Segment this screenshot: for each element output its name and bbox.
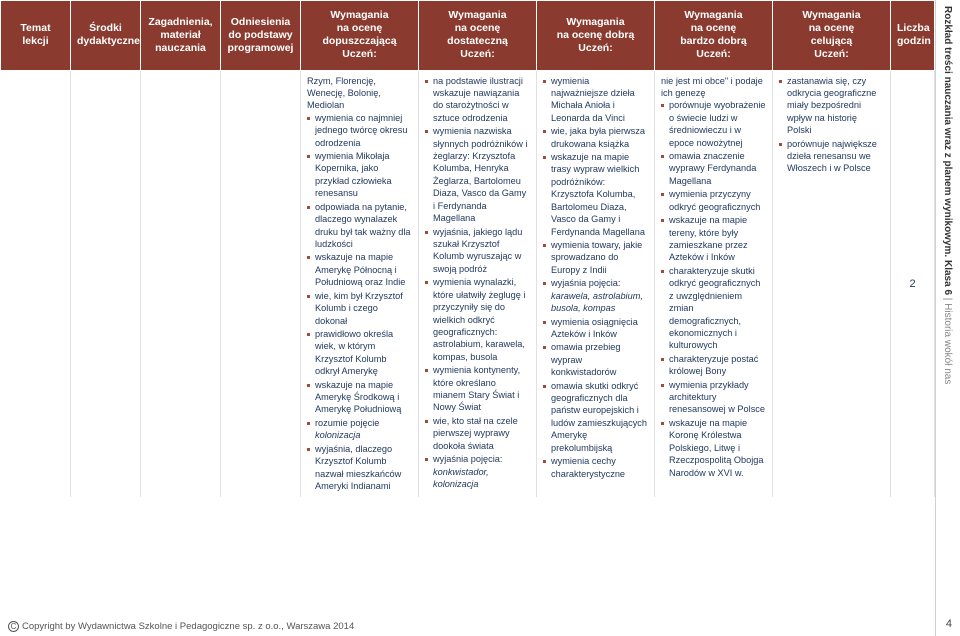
cell-hours: 2 — [891, 70, 935, 497]
cell-grade-2: Rzym, Florencję, Wenecję, Bolonię, Medio… — [301, 70, 419, 497]
list-item: wyjaśnia pojęcia: karawela, astrolabium,… — [543, 277, 648, 314]
list-item: wymienia przykłady architektury renesans… — [661, 379, 766, 416]
header-grade-5: Wymaganiana ocenębardzo dobrąUczeń: — [655, 1, 773, 71]
cell-grade-4: wymienia najważniejsze dzieła Michała An… — [537, 70, 655, 497]
requirements-list: zastanawia się, czy odkrycia geograficzn… — [779, 75, 884, 175]
list-item: odpowiada na pytanie, dlaczego wynalazek… — [307, 201, 412, 251]
cell-topic — [1, 70, 71, 497]
footer-text: Copyright by Wydawnictwa Szkolne i Pedag… — [22, 621, 354, 632]
list-item: rozumie pojęcie kolonizacja — [307, 417, 412, 442]
list-item: wymienia najważniejsze dzieła Michała An… — [543, 75, 648, 125]
list-item: wymienia kontynenty, które określano mia… — [425, 364, 530, 414]
list-item: charakteryzuje skutki odkryć geograficzn… — [661, 265, 766, 352]
list-item: wie, kim był Krzysztof Kolumb i czego do… — [307, 290, 412, 327]
list-item: prawidłowo określa wiek, w którym Krzysz… — [307, 328, 412, 378]
header-grade-6: Wymaganiana ocenęcelującąUczeń: — [773, 1, 891, 71]
list-item: wskazuje na mapie trasy wypraw wielkich … — [543, 151, 648, 238]
list-item: wie, jaka była pierwsza drukowana książk… — [543, 125, 648, 150]
header-grade-3: Wymaganiana ocenędostatecznąUczeń: — [419, 1, 537, 71]
side-subtitle: Historia wokół nas — [942, 303, 953, 384]
side-class: Klasa 6 — [942, 257, 953, 295]
cell-grade-5: nie jest mi obce" i podaje ich genezę po… — [655, 70, 773, 497]
list-item: wymienia co najmniej jednego twórcę okre… — [307, 112, 412, 149]
list-item: zastanawia się, czy odkrycia geograficzn… — [779, 75, 884, 137]
list-item: wymienia przyczyny odkryć geograficznych — [661, 188, 766, 213]
list-item: porównuje wyobrażenie o świecie ludzi w … — [661, 99, 766, 149]
list-item: omawia skutki odkryć geograficznych dla … — [543, 380, 648, 455]
list-item: wyjaśnia pojęcia: konkwistador, koloniza… — [425, 453, 530, 490]
list-item: wyjaśnia, jakiego lądu szukał Krzysztof … — [425, 226, 530, 276]
curriculum-table: Temat lekcji Środkidydaktyczne Zagadnien… — [0, 0, 935, 497]
table-header: Temat lekcji Środkidydaktyczne Zagadnien… — [1, 1, 935, 71]
header-topic: Temat lekcji — [1, 1, 71, 71]
side-separator: | — [942, 295, 953, 303]
list-item: wskazuje na mapie tereny, które były zam… — [661, 214, 766, 264]
cell-lead-text: Rzym, Florencję, Wenecję, Bolonię, Medio… — [307, 75, 412, 112]
header-issues: Zagadnienia,materiałnauczania — [141, 1, 221, 71]
list-item: wie, kto stał na czele pierwszej wyprawy… — [425, 415, 530, 452]
page-number: 4 — [946, 618, 952, 630]
list-item: wymienia towary, jakie sprowadzano do Eu… — [543, 239, 648, 276]
header-hours: Liczbagodzin — [891, 1, 935, 71]
requirements-list: porównuje wyobrażenie o świecie ludzi w … — [661, 99, 766, 479]
list-item: wskazuje na mapie Amerykę Północną i Poł… — [307, 251, 412, 288]
header-resources: Środkidydaktyczne — [71, 1, 141, 71]
list-item: wymienia wynalazki, które ułatwiły żeglu… — [425, 276, 530, 363]
list-item: na podstawie ilustracji wskazuje nawiąza… — [425, 75, 530, 125]
side-title-bold: Rozkład treści nauczania wraz z planem w… — [942, 6, 953, 257]
cell-grade-3: na podstawie ilustracji wskazuje nawiąza… — [419, 70, 537, 497]
cell-references — [221, 70, 301, 497]
list-item: omawia znaczenie wyprawy Ferdynanda Mage… — [661, 150, 766, 187]
requirements-list: wymienia co najmniej jednego twórcę okre… — [307, 112, 412, 493]
list-item: wymienia cechy charakterystyczne — [543, 455, 648, 480]
list-item: wymienia osiągnięcia Azteków i Inków — [543, 316, 648, 341]
list-item: wskazuje na mapie Koronę Królestwa Polsk… — [661, 417, 766, 479]
cell-issues — [141, 70, 221, 497]
list-item: wymienia nazwiska słynnych podróżników i… — [425, 125, 530, 224]
list-item: porównuje największe dzieła renesansu we… — [779, 138, 884, 175]
requirements-list: na podstawie ilustracji wskazuje nawiąza… — [425, 75, 530, 491]
cell-grade-6: zastanawia się, czy odkrycia geograficzn… — [773, 70, 891, 497]
list-item: wskazuje na mapie Amerykę Środkową i Ame… — [307, 379, 412, 416]
table-row: Rzym, Florencję, Wenecję, Bolonię, Medio… — [1, 70, 935, 497]
requirements-list: wymienia najważniejsze dzieła Michała An… — [543, 75, 648, 481]
side-running-head: Rozkład treści nauczania wraz z planem w… — [941, 6, 954, 384]
footer-copyright: CCopyright by Wydawnictwa Szkolne i Peda… — [8, 621, 354, 632]
list-item: omawia przebieg wypraw konkwistadorów — [543, 341, 648, 378]
list-item: wyjaśnia, dlaczego Krzysztof Kolumb nazw… — [307, 443, 412, 493]
list-item: charakteryzuje postać królowej Bony — [661, 353, 766, 378]
header-grade-4: Wymaganiana ocenę dobrąUczeń: — [537, 1, 655, 71]
header-references: Odniesieniado podstawyprogramowej — [221, 1, 301, 71]
copyright-icon: C — [8, 621, 19, 632]
header-grade-2: Wymaganiana ocenędopuszczającąUczeń: — [301, 1, 419, 71]
list-item: wymienia Mikołaja Kopernika, jako przykł… — [307, 150, 412, 200]
side-margin: Rozkład treści nauczania wraz z planem w… — [935, 0, 960, 636]
cell-lead-text: nie jest mi obce" i podaje ich genezę — [661, 75, 766, 100]
cell-resources — [71, 70, 141, 497]
